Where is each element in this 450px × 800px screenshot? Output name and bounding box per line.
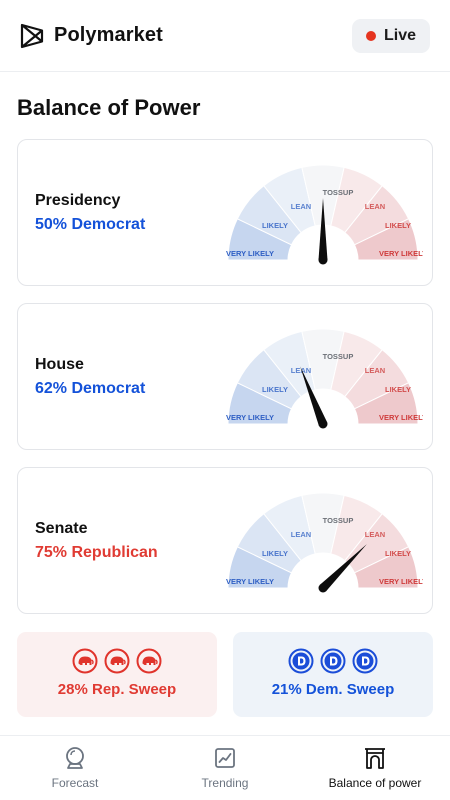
- race-card-senate[interactable]: Senate 75% Republican VERY LIKELY LIKELY L…: [17, 467, 433, 614]
- brand[interactable]: Polymarket: [20, 23, 163, 49]
- gauge-label-likely: LIKELY: [385, 221, 411, 230]
- gauge-zone-very-likely-rep: [353, 546, 419, 589]
- live-label: Live: [383, 26, 416, 44]
- nav-trending-label: Trending: [201, 776, 249, 790]
- capitol-arch-icon: [365, 748, 385, 769]
- rep-sweep-icons: [17, 648, 217, 674]
- gauge-label-tossup: TOSSUP: [323, 516, 354, 525]
- gauge-label-very-likely: VERY LIKELY: [226, 249, 274, 258]
- nav-forecast-label: Forecast: [51, 776, 99, 790]
- gauge-needle: [319, 544, 367, 592]
- donkey-d-icon: [288, 648, 314, 674]
- crystal-ball-icon: [66, 747, 84, 769]
- trending-chart-icon: [215, 748, 235, 768]
- gauge-label-lean: LEAN: [365, 366, 385, 375]
- gauge-needle-hub: [318, 583, 328, 593]
- gauge-zone-very-likely-rep: [353, 218, 419, 261]
- donkey-d-icon: [352, 648, 378, 674]
- gauge-label-lean: LEAN: [291, 366, 311, 375]
- gauge-label-lean: LEAN: [365, 530, 385, 539]
- gauge-chart: VERY LIKELY LIKELY LEAN TOSSUP LEAN LIKELY VER…: [226, 328, 423, 429]
- nav-balance-of-power[interactable]: Balance of power: [300, 736, 450, 800]
- gauge-label-very-likely: VERY LIKELY: [379, 249, 423, 258]
- gauge-label-likely: LIKELY: [262, 385, 288, 394]
- gauge-label-likely: LIKELY: [262, 549, 288, 558]
- gauge-chart: VERY LIKELY LIKELY LEAN TOSSUP LEAN LIKELY VER…: [226, 492, 423, 593]
- nav-trending[interactable]: Trending: [150, 736, 300, 800]
- gauge-label-very-likely: VERY LIKELY: [226, 577, 274, 586]
- gauge-label-lean: LEAN: [291, 202, 311, 211]
- rep-sweep-label: 28% Rep. Sweep: [57, 681, 177, 698]
- race-value: 75% Republican: [35, 544, 158, 561]
- gauge-label-tossup: TOSSUP: [323, 188, 354, 197]
- gauge-label-very-likely: VERY LIKELY: [379, 413, 423, 422]
- donkey-d-icon: [320, 648, 346, 674]
- elephant-icon: [136, 648, 162, 674]
- app-header: Polymarket Live: [0, 0, 450, 72]
- gauge-needle: [318, 198, 328, 260]
- polymarket-logo-icon: [20, 23, 44, 48]
- bottom-nav: Forecast Trending Balance of power: [0, 735, 450, 800]
- elephant-icon: [72, 648, 98, 674]
- page-title: Balance of Power: [17, 95, 201, 120]
- gauge-label-tossup: TOSSUP: [323, 352, 354, 361]
- dem-sweep-icons: [233, 648, 433, 674]
- gauge-zone-very-likely-rep: [353, 382, 419, 425]
- brand-name: Polymarket: [54, 24, 163, 46]
- gauge-label-lean: LEAN: [291, 530, 311, 539]
- rep-sweep-card[interactable]: 28% Rep. Sweep: [17, 632, 217, 717]
- race-name: Presidency: [35, 192, 121, 209]
- dem-sweep-card[interactable]: 21% Dem. Sweep: [233, 632, 433, 717]
- live-button[interactable]: Live: [351, 18, 430, 53]
- nav-forecast[interactable]: Forecast: [0, 736, 150, 800]
- dem-sweep-label: 21% Dem. Sweep: [271, 681, 395, 698]
- live-dot-icon: [365, 30, 376, 41]
- gauge-label-very-likely: VERY LIKELY: [379, 577, 423, 586]
- gauge-needle: [300, 366, 328, 426]
- gauge-chart: VERY LIKELY LIKELY LEAN TOSSUP LEAN LIKELY VER…: [226, 164, 423, 265]
- gauge-needle-hub: [318, 255, 328, 265]
- race-value: 50% Democrat: [35, 216, 146, 233]
- race-card-house[interactable]: House 62% Democrat VERY LIKELY LIKELY LEAN…: [17, 303, 433, 450]
- gauge-label-lean: LEAN: [365, 202, 385, 211]
- elephant-icon: [104, 648, 130, 674]
- gauge-label-likely: LIKELY: [385, 385, 411, 394]
- nav-balance-label: Balance of power: [328, 776, 422, 790]
- gauge-label-likely: LIKELY: [385, 549, 411, 558]
- gauge-label-likely: LIKELY: [262, 221, 288, 230]
- race-name: House: [35, 356, 84, 373]
- race-card-presidency[interactable]: Presidency 50% Democrat VERY LIKELY LIKEL…: [17, 139, 433, 286]
- gauge-needle-hub: [318, 419, 328, 429]
- race-value: 62% Democrat: [35, 380, 146, 397]
- gauge-label-very-likely: VERY LIKELY: [226, 413, 274, 422]
- race-name: Senate: [35, 520, 88, 537]
